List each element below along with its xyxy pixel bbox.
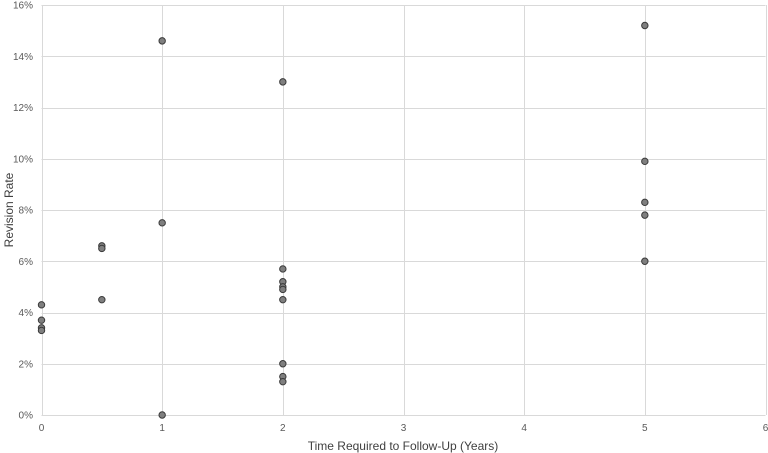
x-tick-label: 0 <box>39 423 45 434</box>
y-tick-label: 8% <box>19 206 34 217</box>
x-tick-label: 6 <box>763 423 768 434</box>
y-tick-label: 12% <box>13 103 33 114</box>
scatter-point <box>279 285 287 294</box>
x-axis-ticks: 0 1 2 3 4 5 6 <box>39 423 768 434</box>
x-tick-label: 5 <box>642 423 648 434</box>
y-tick-label: 6% <box>19 257 34 268</box>
scatter-point <box>279 265 287 273</box>
scatter-point <box>98 244 106 253</box>
y-axis-ticks: 0% 2% 4% 6% 8% 10% 12% 14% 16% <box>13 1 33 422</box>
y-tick-label: 16% <box>13 1 33 12</box>
scatter-point <box>98 295 106 304</box>
scatter-point <box>279 360 287 368</box>
scatter-point <box>279 78 287 86</box>
scatter-point <box>641 157 649 166</box>
scatter-point <box>37 316 46 324</box>
y-tick-label: 14% <box>13 52 33 63</box>
y-tick-label: 0% <box>19 411 34 422</box>
scatter-point <box>279 295 287 304</box>
gridlines <box>41 5 767 416</box>
scatter-point <box>158 411 166 419</box>
y-tick-label: 10% <box>13 154 33 165</box>
scatter-point <box>641 198 649 207</box>
data-points <box>37 21 649 419</box>
x-axis-title: Time Required to Follow-Up (Years) <box>308 439 499 453</box>
scatter-point <box>158 219 166 227</box>
scatter-point <box>37 301 46 309</box>
x-tick-label: 3 <box>401 423 407 434</box>
scatter-point <box>279 377 287 386</box>
y-tick-label: 4% <box>19 308 34 319</box>
scatter-point <box>641 211 649 219</box>
y-axis-title: Revision Rate <box>2 172 16 247</box>
scatter-point <box>158 37 166 45</box>
x-tick-label: 1 <box>159 423 165 434</box>
x-tick-label: 2 <box>280 423 286 434</box>
y-tick-label: 2% <box>19 359 34 370</box>
x-tick-label: 4 <box>521 423 527 434</box>
scatter-point <box>641 257 649 265</box>
scatter-point <box>37 326 46 335</box>
scatter-point <box>641 21 649 30</box>
